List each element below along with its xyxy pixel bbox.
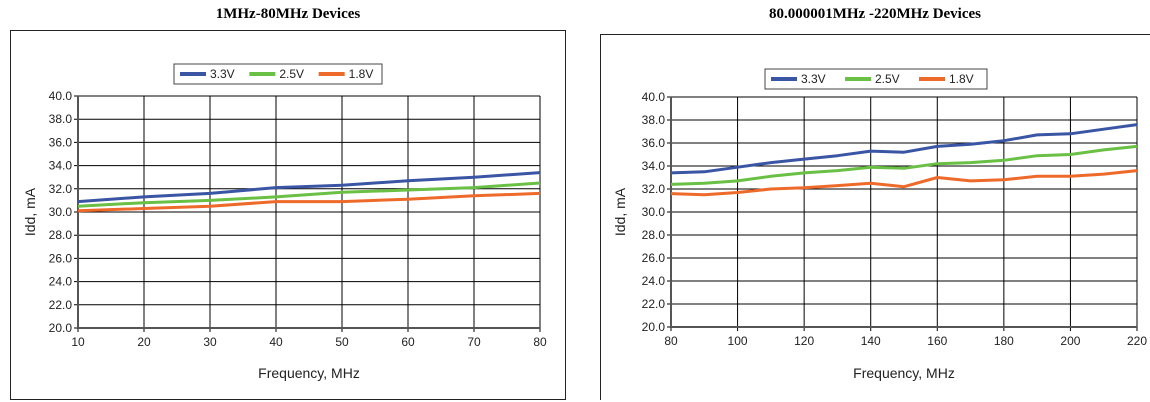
y-tick-label: 24.0 (49, 275, 73, 289)
x-tick-label: 10 (71, 335, 85, 349)
series-line-2-5v (670, 144, 1138, 186)
y-tick-label: 22.0 (49, 298, 73, 312)
legend-label-1-8v: 1.8V (949, 72, 974, 86)
y-tick-label: 26.0 (642, 251, 666, 265)
x-tick-label: 70 (467, 335, 481, 349)
y-tick-label: 34.0 (642, 159, 666, 173)
y-tick-label: 28.0 (49, 228, 73, 242)
x-axis-label: Frequency, MHz (258, 365, 360, 381)
chart-right: 20.0 22.0 24.0 26.0 28.0 30.0 32.0 34.0 36.0 38.0… (612, 68, 1147, 381)
y-tick-label: 24.0 (642, 274, 666, 288)
y-tick-label: 40.0 (642, 90, 666, 104)
legend-label-2-5v: 2.5V (875, 72, 900, 86)
x-tick-label: 50 (335, 335, 349, 349)
y-tick-label: 36.0 (642, 136, 666, 150)
x-tick-label: 200 (1060, 334, 1080, 348)
y-axis-label: Idd, mA (22, 187, 38, 236)
y-tick-label: 28.0 (642, 228, 666, 242)
chart-panel-right: 20.0 22.0 24.0 26.0 28.0 30.0 32.0 34.0 36.0 38.0… (600, 34, 1150, 400)
x-axis-label: Frequency, MHz (853, 365, 955, 381)
chart-panel-left: 20.0 22.0 24.0 26.0 28.0 30.0 32.0 34.0 36.0 38.0… (10, 30, 566, 400)
y-tick-label: 30.0 (642, 205, 666, 219)
x-tick-label: 160 (927, 334, 947, 348)
chart-title-right: 80.000001MHz -220MHz Devices (768, 6, 982, 22)
x-tick-label: 60 (401, 335, 415, 349)
y-tick-label: 34.0 (49, 159, 73, 173)
y-tick-label: 38.0 (642, 113, 666, 127)
y-tick-label: 30.0 (49, 205, 73, 219)
series-line-1-8v (670, 169, 1138, 197)
y-tick-label: 20.0 (49, 321, 73, 335)
x-tick-label: 80 (533, 335, 547, 349)
y-tick-label: 36.0 (49, 135, 73, 149)
legend-label-3-3v: 3.3V (801, 72, 826, 86)
x-tick-label: 100 (728, 334, 748, 348)
y-tick-label: 32.0 (49, 182, 73, 196)
x-tick-label: 220 (1127, 334, 1147, 348)
x-tick-label: 180 (994, 334, 1014, 348)
y-tick-label: 20.0 (642, 320, 666, 334)
legend-label-2-5v: 2.5V (279, 67, 304, 81)
y-axis-label: Idd, mA (612, 187, 628, 236)
legend-box (173, 63, 383, 85)
legend-label-1-8v: 1.8V (349, 67, 374, 81)
y-tick-label: 40.0 (49, 89, 73, 103)
chart-title-left: 1MHz-80MHz Devices (215, 6, 361, 22)
chart-left: 20.0 22.0 24.0 26.0 28.0 30.0 32.0 34.0 36.0 38.0… (22, 63, 547, 381)
series-line-2-5v (77, 181, 541, 208)
legend-label-3-3v: 3.3V (210, 67, 235, 81)
y-tick-label: 32.0 (642, 182, 666, 196)
x-tick-label: 80 (664, 334, 678, 348)
series-line-1-8v (77, 191, 541, 213)
x-tick-label: 30 (203, 335, 217, 349)
series-line-3-3v (670, 123, 1138, 175)
y-tick-label: 26.0 (49, 251, 73, 265)
x-tick-label: 120 (794, 334, 814, 348)
series-line-3-3v (77, 171, 541, 204)
y-tick-label: 38.0 (49, 112, 73, 126)
y-tick-label: 22.0 (642, 297, 666, 311)
x-tick-label: 40 (269, 335, 283, 349)
x-tick-label: 140 (861, 334, 881, 348)
legend-box (764, 68, 988, 90)
x-tick-label: 20 (137, 335, 151, 349)
